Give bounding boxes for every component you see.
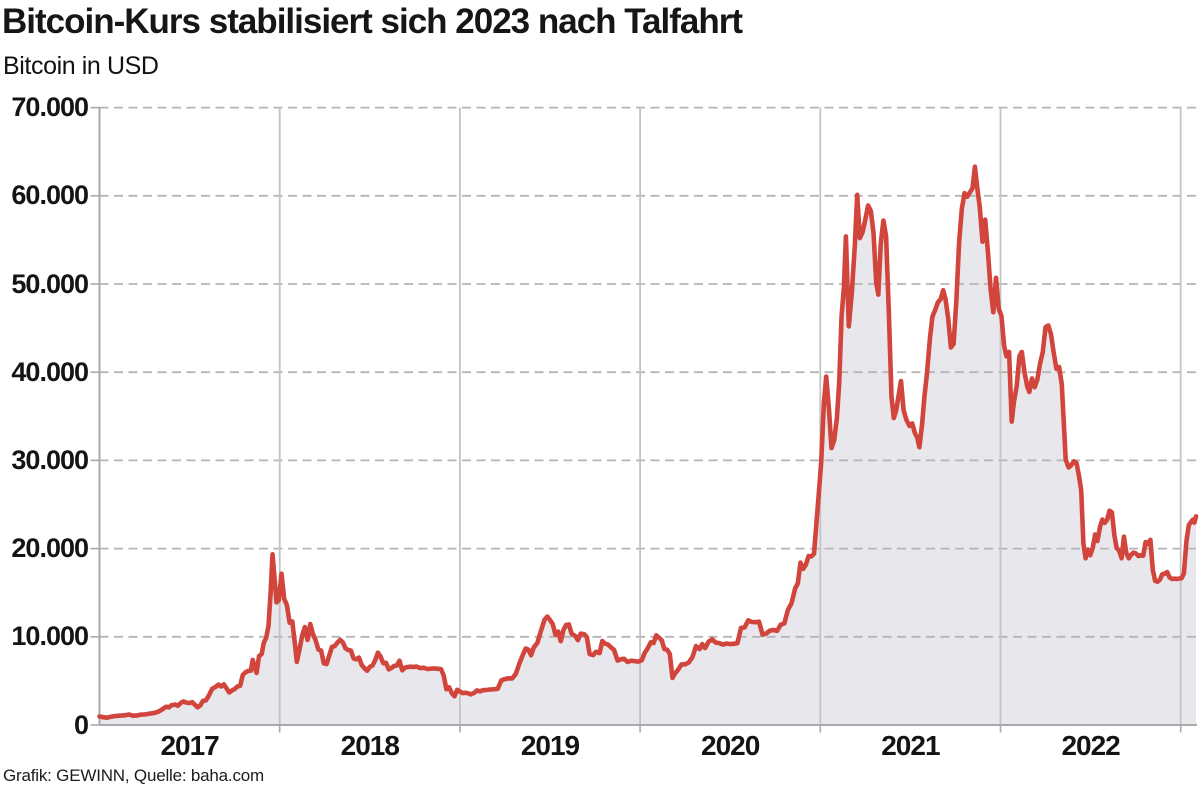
x-axis-label: 2018 [340,730,400,761]
y-axis-label: 70.000 [11,92,89,123]
source-credit: Grafik: GEWINN, Quelle: baha.com [3,766,264,785]
y-axis-label: 60.000 [11,180,89,211]
x-axis-label: 2022 [1061,730,1120,761]
y-axis-label: 0 [73,709,89,740]
x-axis-label: 2021 [881,730,940,761]
price-area-fill [99,166,1196,725]
x-axis-label: 2020 [701,730,760,761]
y-axis-label: 30.000 [11,444,89,475]
price-line [97,164,1199,720]
tick-marks [90,106,1182,733]
x-axis-label: 2019 [520,730,580,761]
horizontal-gridlines [99,106,1197,638]
year-boundary-lines [278,107,1182,725]
y-axis-label: 50.000 [11,268,89,299]
y-axis-label: 40.000 [11,356,89,387]
y-axis-label: 10.000 [11,621,89,652]
axis-lines [98,107,1197,726]
chart-title: Bitcoin-Kurs stabilisiert sich 2023 nach… [2,2,743,41]
y-axis-label: 20.000 [11,533,89,564]
x-axis-label: 2017 [160,730,219,761]
chart-subtitle: Bitcoin in USD [3,52,159,80]
